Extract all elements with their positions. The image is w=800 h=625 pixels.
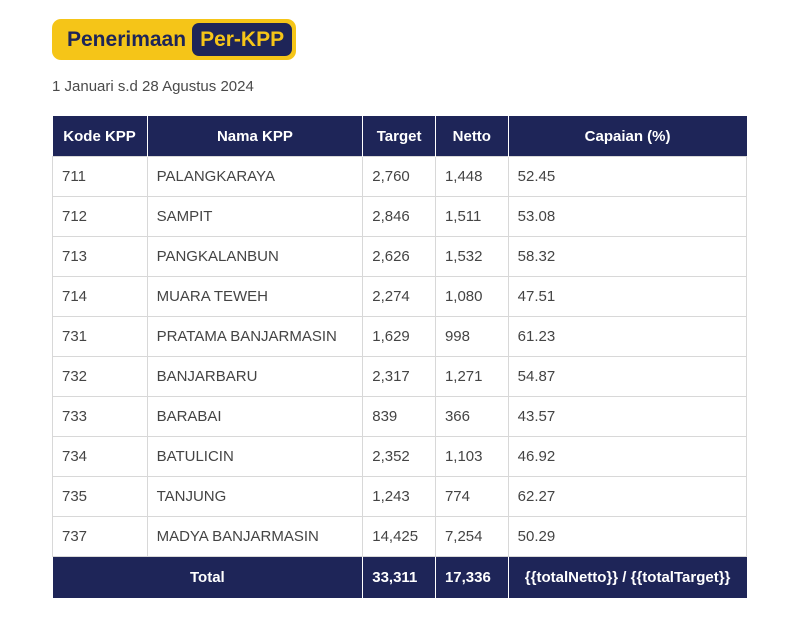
column-header-target: Target — [362, 116, 436, 157]
cell-netto: 1,511 — [434, 196, 509, 237]
cell-netto: 1,271 — [434, 356, 509, 397]
table-row: 712 SAMPIT 2,846 1,511 53.08 — [52, 196, 748, 237]
cell-nama: MADYA BANJARMASIN — [146, 516, 364, 557]
cell-netto: 1,080 — [434, 276, 509, 317]
column-header-nama: Nama KPP — [147, 116, 364, 157]
cell-nama: PRATAMA BANJARMASIN — [146, 316, 364, 357]
page-title-highlight: Per-KPP — [192, 23, 293, 56]
cell-target: 2,626 — [362, 236, 436, 277]
cell-kode: 713 — [52, 236, 148, 277]
cell-target: 2,846 — [362, 196, 436, 237]
cell-capaian: 54.87 — [507, 356, 748, 397]
cell-capaian: 58.32 — [507, 236, 748, 277]
cell-kode: 735 — [52, 476, 148, 517]
cell-nama: PANGKALANBUN — [146, 236, 364, 277]
table-body: 711 PALANGKARAYA 2,760 1,448 52.45 712 SAMPIT 2… — [52, 156, 748, 557]
cell-nama: BARABAI — [146, 396, 364, 437]
cell-nama: BATULICIN — [146, 436, 364, 477]
table-row: 714 MUARA TEWEH 2,274 1,080 47.51 — [52, 276, 748, 317]
cell-target: 2,760 — [362, 156, 436, 197]
table-row: 711 PALANGKARAYA 2,760 1,448 52.45 — [52, 156, 748, 197]
cell-netto: 774 — [434, 476, 509, 517]
table-row: 737 MADYA BANJARMASIN 14,425 7,254 50.29 — [52, 516, 748, 557]
table-row: 713 PANGKALANBUN 2,626 1,532 58.32 — [52, 236, 748, 277]
page-title-primary: Penerimaan — [67, 27, 187, 51]
cell-target: 839 — [362, 396, 436, 437]
cell-nama: BANJARBARU — [146, 356, 364, 397]
total-capaian: {{totalNetto}} / {{totalTarget}} — [508, 556, 747, 598]
cell-capaian: 43.57 — [507, 396, 748, 437]
table-total-row: Total 33,311 17,336 {{totalNetto}} / {{t… — [52, 556, 747, 598]
table-row: 731 PRATAMA BANJARMASIN 1,629 998 61.23 — [52, 316, 748, 357]
cell-target: 1,243 — [362, 476, 436, 517]
cell-kode: 737 — [52, 516, 148, 557]
cell-target: 2,352 — [362, 436, 436, 477]
date-range-subtitle: 1 Januari s.d 28 Agustus 2024 — [52, 78, 254, 95]
cell-nama: PALANGKARAYA — [146, 156, 364, 197]
cell-target: 2,274 — [362, 276, 436, 317]
cell-capaian: 62.27 — [507, 476, 748, 517]
cell-target: 14,425 — [362, 516, 436, 557]
cell-capaian: 46.92 — [507, 436, 748, 477]
table-row: 732 BANJARBARU 2,317 1,271 54.87 — [52, 356, 748, 397]
cell-nama: SAMPIT — [146, 196, 364, 237]
column-header-capaian: Capaian (%) — [508, 116, 747, 157]
table-row: 734 BATULICIN 2,352 1,103 46.92 — [52, 436, 748, 477]
cell-capaian: 61.23 — [507, 316, 748, 357]
cell-kode: 711 — [52, 156, 148, 197]
total-target: 33,311 — [362, 556, 436, 598]
total-label: Total — [52, 556, 364, 598]
kpp-revenue-table: Kode KPP Nama KPP Target Netto Capaian (… — [52, 116, 748, 598]
table-row: 733 BARABAI 839 366 43.57 — [52, 396, 748, 437]
cell-kode: 733 — [52, 396, 148, 437]
table-header-row: Kode KPP Nama KPP Target Netto Capaian (… — [52, 116, 747, 157]
cell-netto: 998 — [434, 316, 509, 357]
cell-kode: 734 — [52, 436, 148, 477]
cell-target: 2,317 — [362, 356, 436, 397]
cell-capaian: 53.08 — [507, 196, 748, 237]
cell-netto: 1,448 — [434, 156, 509, 197]
cell-target: 1,629 — [362, 316, 436, 357]
cell-capaian: 47.51 — [507, 276, 748, 317]
cell-nama: TANJUNG — [146, 476, 364, 517]
column-header-netto: Netto — [435, 116, 509, 157]
cell-kode: 732 — [52, 356, 148, 397]
cell-capaian: 50.29 — [507, 516, 748, 557]
table-row: 735 TANJUNG 1,243 774 62.27 — [52, 476, 748, 517]
cell-nama: MUARA TEWEH — [146, 276, 364, 317]
cell-netto: 366 — [434, 396, 509, 437]
cell-netto: 7,254 — [434, 516, 509, 557]
total-netto: 17,336 — [435, 556, 509, 598]
cell-kode: 731 — [52, 316, 148, 357]
cell-capaian: 52.45 — [507, 156, 748, 197]
page-title-badge: Penerimaan Per-KPP — [52, 19, 297, 60]
cell-kode: 714 — [52, 276, 148, 317]
cell-netto: 1,532 — [434, 236, 509, 277]
cell-kode: 712 — [52, 196, 148, 237]
cell-netto: 1,103 — [434, 436, 509, 477]
column-header-kode: Kode KPP — [52, 116, 148, 157]
